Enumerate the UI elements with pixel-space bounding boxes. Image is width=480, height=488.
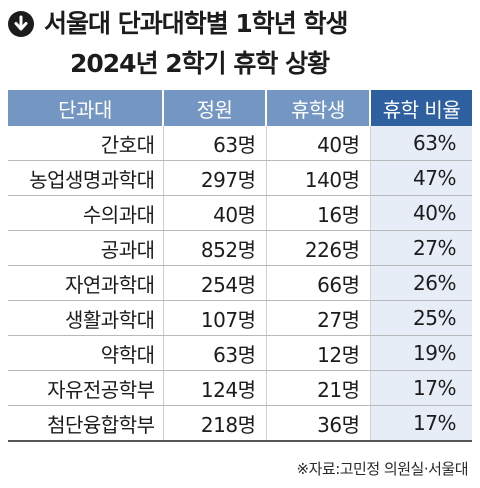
table-header-row: 단과대 정원 휴학생 휴학 비율 (8, 90, 472, 126)
quota-value: 107명 (163, 300, 267, 336)
college-name: 생활과학대 (8, 300, 164, 336)
ratio-value: 26% (370, 265, 472, 301)
title-text-1: 서울대 단과대학별 1학년 학생 (44, 9, 349, 38)
ratio-value: 47% (370, 160, 472, 196)
quota-value: 63명 (163, 335, 267, 371)
title-block: 서울대 단과대학별 1학년 학생 2024년 2학기 휴학 상황 (8, 4, 472, 84)
quota-value: 63명 (163, 126, 267, 161)
college-name: 자연과학대 (8, 265, 164, 301)
ratio-value: 40% (370, 195, 472, 231)
leave-value: 21명 (266, 370, 371, 406)
header-quota: 정원 (162, 90, 266, 126)
source-note: ※자료:고민정 의원실·서울대 (296, 460, 469, 478)
title-line-2: 2024년 2학기 휴학 상황 (8, 44, 472, 84)
quota-value: 124명 (163, 370, 267, 406)
ratio-value: 63% (370, 126, 472, 161)
quota-value: 40명 (163, 195, 267, 231)
college-name: 공과대 (8, 230, 164, 266)
leave-value: 40명 (266, 126, 371, 161)
quota-value: 254명 (163, 265, 267, 301)
college-name: 약학대 (8, 335, 164, 371)
quota-value: 297명 (163, 160, 267, 196)
ratio-value: 19% (370, 335, 472, 371)
quota-value: 852명 (163, 230, 267, 266)
table-row: 자유전공학부 124명 21명 17% (8, 370, 472, 406)
college-name: 간호대 (8, 126, 164, 161)
college-name: 수의과대 (8, 195, 164, 231)
table-row: 농업생명과학대 297명 140명 47% (8, 160, 472, 196)
title-line-1: 서울대 단과대학별 1학년 학생 (8, 4, 472, 44)
leave-value: 66명 (266, 265, 371, 301)
ratio-value: 27% (370, 230, 472, 266)
table-row: 자연과학대 254명 66명 26% (8, 265, 472, 301)
header-college: 단과대 (8, 90, 163, 126)
leave-value: 16명 (266, 195, 371, 231)
quota-value: 218명 (163, 405, 267, 442)
header-leave-ratio: 휴학 비율 (369, 90, 472, 126)
college-name: 농업생명과학대 (8, 160, 164, 196)
leave-value: 36명 (266, 405, 371, 442)
college-name: 자유전공학부 (8, 370, 164, 406)
leave-value: 140명 (266, 160, 371, 196)
ratio-value: 17% (370, 405, 472, 442)
table-row: 수의과대 40명 16명 40% (8, 195, 472, 231)
college-name: 첨단융합학부 (8, 405, 164, 442)
header-leave-students: 휴학생 (265, 90, 370, 126)
table-row: 약학대 63명 12명 19% (8, 335, 472, 371)
ratio-value: 17% (370, 370, 472, 406)
arrow-down-circle-icon (8, 11, 34, 37)
ratio-value: 25% (370, 300, 472, 336)
leave-value: 226명 (266, 230, 371, 266)
table-row: 생활과학대 107명 27명 25% (8, 300, 472, 336)
title-text-2: 2024년 2학기 휴학 상황 (70, 49, 330, 78)
leave-value: 12명 (266, 335, 371, 371)
leave-value: 27명 (266, 300, 371, 336)
table-row: 공과대 852명 226명 27% (8, 230, 472, 266)
table-row: 첨단융합학부 218명 36명 17% (8, 405, 472, 442)
table-row: 간호대 63명 40명 63% (8, 126, 472, 161)
leave-table: 단과대 정원 휴학생 휴학 비율 간호대 63명 40명 63% 농업생명과학대… (8, 90, 472, 442)
